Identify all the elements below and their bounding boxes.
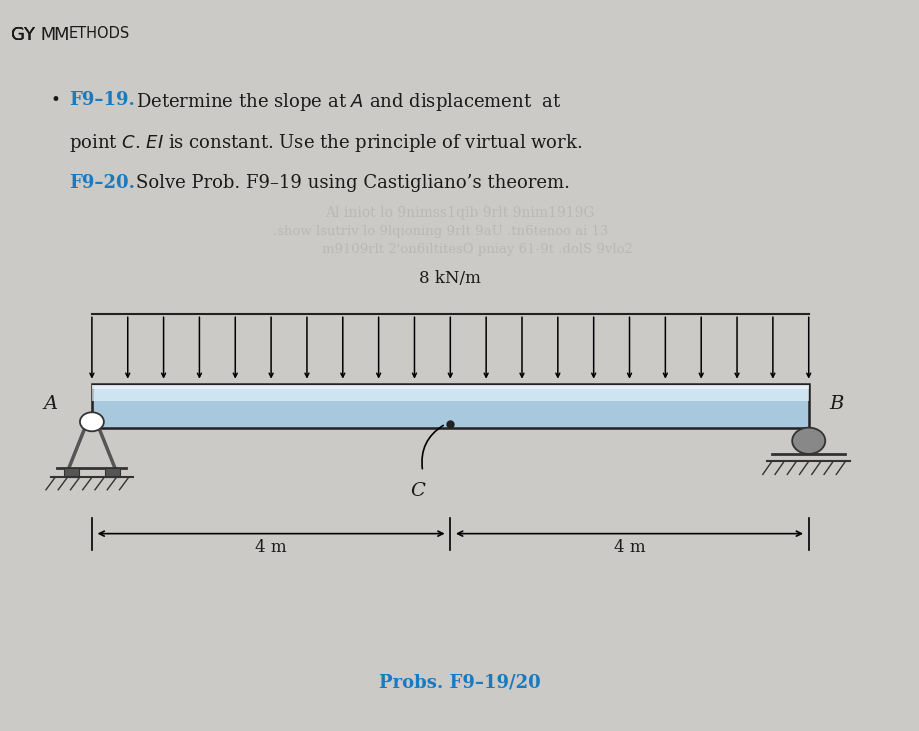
Bar (92, 385, 809, 401)
Text: Solve Prob. F9–19 using Castigliano’s theorem.: Solve Prob. F9–19 using Castigliano’s th… (136, 174, 570, 192)
Text: 4 m: 4 m (255, 539, 287, 556)
Text: F9–20.: F9–20. (69, 174, 135, 192)
Text: GY: GY (11, 26, 40, 44)
Circle shape (80, 412, 104, 431)
Text: C: C (411, 482, 425, 501)
Text: ETHODS: ETHODS (69, 26, 130, 41)
Bar (92, 385, 809, 389)
Text: A: A (43, 395, 58, 413)
Bar (64, 468, 79, 477)
Circle shape (792, 428, 825, 454)
Bar (92, 384, 809, 428)
Text: Probs. F9–19/20: Probs. F9–19/20 (379, 674, 540, 692)
Text: point $\mathit{C}$. $\mathit{EI}$ is constant. Use the principle of virtual work: point $\mathit{C}$. $\mathit{EI}$ is con… (69, 132, 583, 154)
Text: GY: GY (11, 26, 40, 44)
Text: B: B (829, 395, 844, 413)
Text: Al iniot lo 9nimss1qib 9rlt 9nim1919G: Al iniot lo 9nimss1qib 9rlt 9nim1919G (324, 206, 595, 220)
Text: GY M: GY M (11, 26, 56, 44)
Text: •: • (51, 91, 61, 110)
Text: .show lsutriv lo 9lqioning 9rlt 9aU .tn6tenoo ai 13: .show lsutriv lo 9lqioning 9rlt 9aU .tn6… (274, 225, 608, 238)
Text: Determine the slope at $\mathit{A}$ and displacement  at: Determine the slope at $\mathit{A}$ and … (136, 91, 562, 113)
Bar (106, 468, 119, 477)
Text: M: M (53, 26, 69, 44)
Text: 4 m: 4 m (614, 539, 645, 556)
Text: m9109rlt 2'on6iltitesO pniay 61-9t .dolS 9vlo2: m9109rlt 2'on6iltitesO pniay 61-9t .dolS… (323, 243, 633, 256)
Text: F9–19.: F9–19. (69, 91, 135, 110)
Text: 8 kN/m: 8 kN/m (419, 270, 482, 287)
